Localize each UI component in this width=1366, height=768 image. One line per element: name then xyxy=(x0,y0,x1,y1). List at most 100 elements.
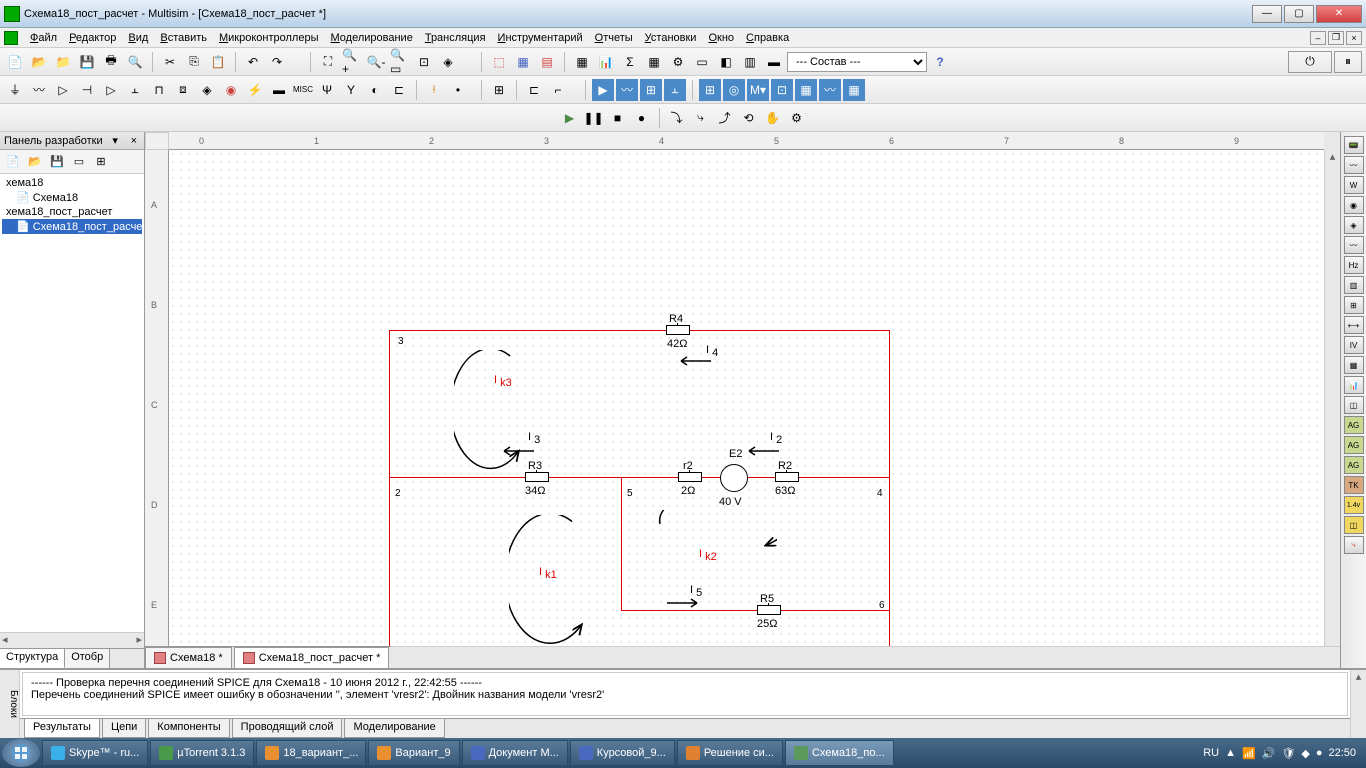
labview2-icon[interactable]: ◫ xyxy=(1344,516,1364,534)
resistor-R2[interactable] xyxy=(775,472,799,482)
menu-установки[interactable]: Установки xyxy=(639,30,703,46)
wire[interactable] xyxy=(889,330,890,646)
db-button[interactable]: ▦ xyxy=(643,51,665,73)
taskbar-task[interactable]: Курсовой_9... xyxy=(570,740,675,766)
analyze2-button[interactable]: ⫠ xyxy=(664,79,686,101)
labview1-icon[interactable]: 1.4v xyxy=(1344,496,1364,514)
analyze8-button[interactable]: 〰 xyxy=(819,79,841,101)
zoom-fit-button[interactable]: ⊡ xyxy=(413,51,435,73)
schematic-canvas[interactable]: R442ΩR334Ωr22ΩR263ΩR525ΩR116Ωr13ΩR652ΩE2… xyxy=(169,150,1324,646)
output-tab-Компоненты[interactable]: Компоненты xyxy=(148,719,229,738)
tray-network-icon[interactable]: 📶 xyxy=(1242,747,1256,760)
hierarchy-sheet-icon[interactable]: ⊞ xyxy=(92,153,110,171)
probe-button[interactable]: ✋ xyxy=(762,107,784,129)
grapher-button[interactable]: 📊 xyxy=(595,51,617,73)
advanced-icon[interactable]: MISC xyxy=(292,79,314,101)
hb2-icon[interactable]: ⌐ xyxy=(547,79,569,101)
iv-analyzer-icon[interactable]: IV xyxy=(1344,336,1364,354)
instr1-button[interactable]: ⬚ xyxy=(488,51,510,73)
output-tab-Цепи[interactable]: Цепи xyxy=(102,719,146,738)
basic-icon[interactable]: 〰 xyxy=(28,79,50,101)
analyze7-button[interactable]: ▦ xyxy=(795,79,817,101)
place-bus-icon[interactable]: ⟊ xyxy=(423,79,445,101)
system-tray[interactable]: RU ▲ 📶 🔊 🛡 ◆ ● 22:50 xyxy=(1195,747,1364,760)
menu-отчеты[interactable]: Отчеты xyxy=(589,30,639,46)
resistor-R3[interactable] xyxy=(525,472,549,482)
tray-volume-icon[interactable]: 🔊 xyxy=(1262,747,1276,760)
logic-conv-icon[interactable]: ⟷ xyxy=(1344,316,1364,334)
wattmeter-icon[interactable]: W xyxy=(1344,176,1364,194)
wire[interactable] xyxy=(621,610,889,611)
current-probe-icon[interactable]: ⤷ xyxy=(1344,536,1364,554)
design-tree[interactable]: хема18📄 Схема18хема18_пост_расчет📄 Схема… xyxy=(0,174,144,632)
output-tab-Проводящий слой[interactable]: Проводящий слой xyxy=(232,719,343,738)
component-search-select[interactable]: --- Состав --- xyxy=(787,52,927,72)
design-panel-hscroll[interactable]: ◂▸ xyxy=(0,632,144,648)
agilent-osc-icon[interactable]: AG xyxy=(1344,456,1364,474)
analyze6-button[interactable]: ⊡ xyxy=(771,79,793,101)
print-button[interactable]: 🖶 xyxy=(100,51,122,73)
close-button[interactable]: ✕ xyxy=(1316,5,1362,23)
save-sheet-icon[interactable]: 💾 xyxy=(48,153,66,171)
taskbar-task[interactable]: µTorrent 3.1.3 xyxy=(150,740,254,766)
step-into-button[interactable]: ⤵ xyxy=(666,107,688,129)
open-project-button[interactable]: 📁 xyxy=(52,51,74,73)
power-icon[interactable]: ⚡ xyxy=(244,79,266,101)
play-button[interactable]: ▶ xyxy=(559,107,581,129)
output-text[interactable]: ------ Проверка перечня соединений SPICE… xyxy=(22,672,1348,716)
spectrum-icon[interactable]: 📊 xyxy=(1344,376,1364,394)
open-sheet-icon[interactable]: 📂 xyxy=(26,153,44,171)
mixed-icon[interactable]: ◈ xyxy=(196,79,218,101)
component-button[interactable]: ⚙ xyxy=(667,51,689,73)
taskbar-task[interactable]: Схема18_по... xyxy=(785,740,894,766)
output-tab-Результаты[interactable]: Результаты xyxy=(24,719,100,738)
wire[interactable] xyxy=(621,477,622,610)
func-gen-icon[interactable]: 〰 xyxy=(1344,156,1364,174)
electromech-icon[interactable]: Y xyxy=(340,79,362,101)
menu-вид[interactable]: Вид xyxy=(122,30,154,46)
tree-item[interactable]: хема18_пост_расчет xyxy=(2,205,142,219)
analyze9-button[interactable]: ▦ xyxy=(843,79,865,101)
sim-switch[interactable]: ⏻ xyxy=(1288,51,1332,73)
menu-моделирование[interactable]: Моделирование xyxy=(325,30,419,46)
menu-файл[interactable]: Файл xyxy=(24,30,63,46)
cmos-icon[interactable]: ⊓ xyxy=(148,79,170,101)
4ch-scope-icon[interactable]: ◈ xyxy=(1344,216,1364,234)
step-out-button[interactable]: ⤴ xyxy=(714,107,736,129)
design-panel-close-icon[interactable]: × xyxy=(128,135,140,147)
misc-icon[interactable]: ▬ xyxy=(268,79,290,101)
mcu-button[interactable]: ▬ xyxy=(763,51,785,73)
freq-counter-icon[interactable]: Hz xyxy=(1344,256,1364,274)
analyze3-button[interactable]: ⊞ xyxy=(699,79,721,101)
menu-инструментарий[interactable]: Инструментарий xyxy=(492,30,589,46)
tray-app1-icon[interactable]: ◆ xyxy=(1301,747,1309,760)
indicator-icon[interactable]: ◉ xyxy=(220,79,242,101)
mdi-restore-button[interactable]: ❐ xyxy=(1328,31,1344,45)
grapher2-button[interactable]: ▭ xyxy=(691,51,713,73)
tray-lang[interactable]: RU xyxy=(1203,747,1219,759)
source-icon[interactable]: ⏚ xyxy=(4,79,26,101)
menu-микроконтроллеры[interactable]: Микроконтроллеры xyxy=(213,30,325,46)
menu-справка[interactable]: Справка xyxy=(740,30,795,46)
postproc-button[interactable]: Σ xyxy=(619,51,641,73)
place-junction-icon[interactable]: • xyxy=(447,79,469,101)
save-button[interactable]: 💾 xyxy=(76,51,98,73)
minimize-button[interactable]: — xyxy=(1252,5,1282,23)
zoom-sheet-button[interactable]: ◈ xyxy=(437,51,459,73)
open-button[interactable]: 📂 xyxy=(28,51,50,73)
tree-item[interactable]: 📄 Схема18_пост_расчет xyxy=(2,219,142,234)
taskbar-task[interactable]: 18_вариант_... xyxy=(256,740,366,766)
run-button[interactable]: ▶ xyxy=(592,79,614,101)
start-button[interactable] xyxy=(2,739,40,767)
tray-time[interactable]: 22:50 xyxy=(1328,747,1356,759)
tray-app2-icon[interactable]: ● xyxy=(1316,747,1323,759)
print-preview-button[interactable]: 🔍 xyxy=(124,51,146,73)
tree-item[interactable]: 📄 Схема18 xyxy=(2,190,142,205)
taskbar-task[interactable]: Документ M... xyxy=(462,740,568,766)
horizontal-scrollbar[interactable] xyxy=(391,646,1340,668)
analyze1-button[interactable]: ⊞ xyxy=(640,79,662,101)
wire[interactable] xyxy=(389,330,390,646)
elvis-button[interactable]: ◧ xyxy=(715,51,737,73)
word-gen-icon[interactable]: ▥ xyxy=(1344,276,1364,294)
doc-tab[interactable]: Схема18_пост_расчет * xyxy=(234,647,390,668)
